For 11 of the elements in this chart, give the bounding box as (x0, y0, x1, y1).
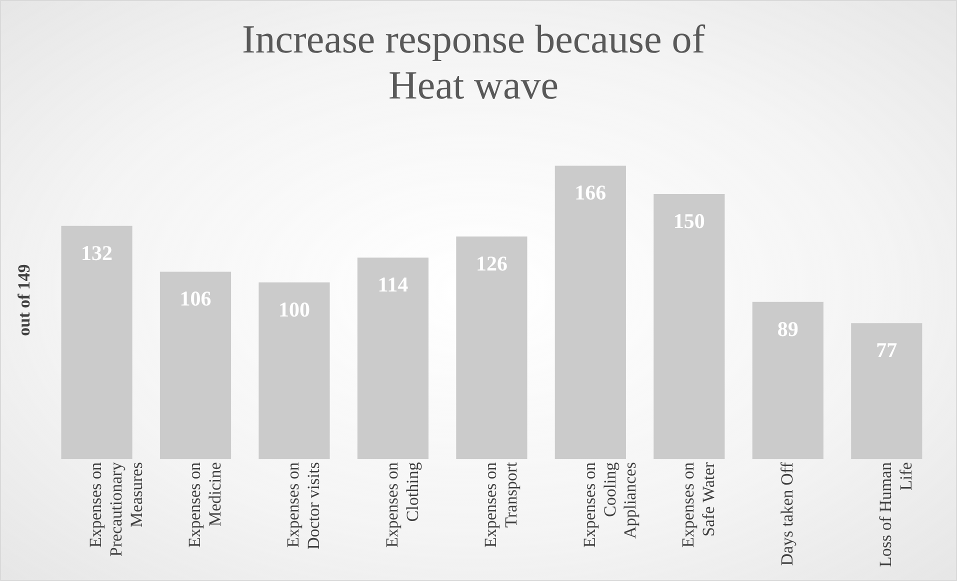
y-axis-title: out of 149 (14, 264, 34, 336)
x-tick-label: Days taken Off (777, 462, 796, 566)
x-tick-label: Expenses on Cooling Appliances (580, 462, 640, 548)
x-tick-label: Expenses on Doctor visits (284, 462, 324, 550)
x-tick-label: Expenses on Transport (481, 462, 521, 548)
x-tick-label: Expenses on Medicine (184, 462, 224, 548)
x-tick-label: Expenses on Precautionary Measures (86, 462, 146, 557)
x-tick-label: Expenses on Safe Water (678, 462, 718, 548)
x-tick-label: Expenses on Clothing (382, 462, 422, 548)
chart-title: Increase response because of Heat wave (242, 16, 706, 108)
x-tick-label: Loss of Human Life (876, 462, 916, 568)
